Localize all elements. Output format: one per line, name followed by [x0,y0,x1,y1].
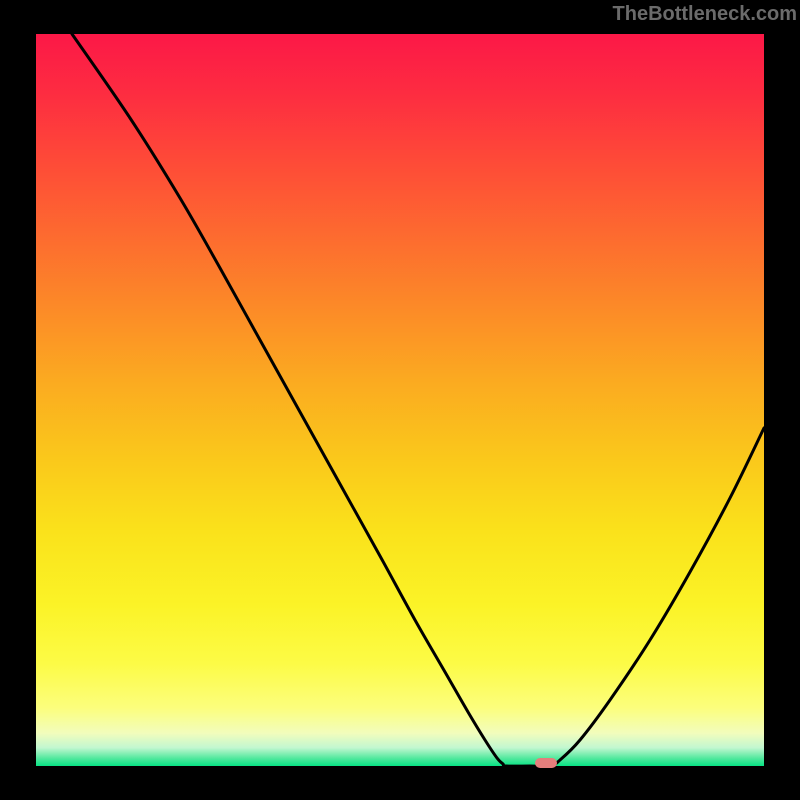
chart-canvas [0,0,800,800]
attribution-watermark: TheBottleneck.com [613,3,797,26]
bottleneck-chart: TheBottleneck.com [0,0,800,800]
